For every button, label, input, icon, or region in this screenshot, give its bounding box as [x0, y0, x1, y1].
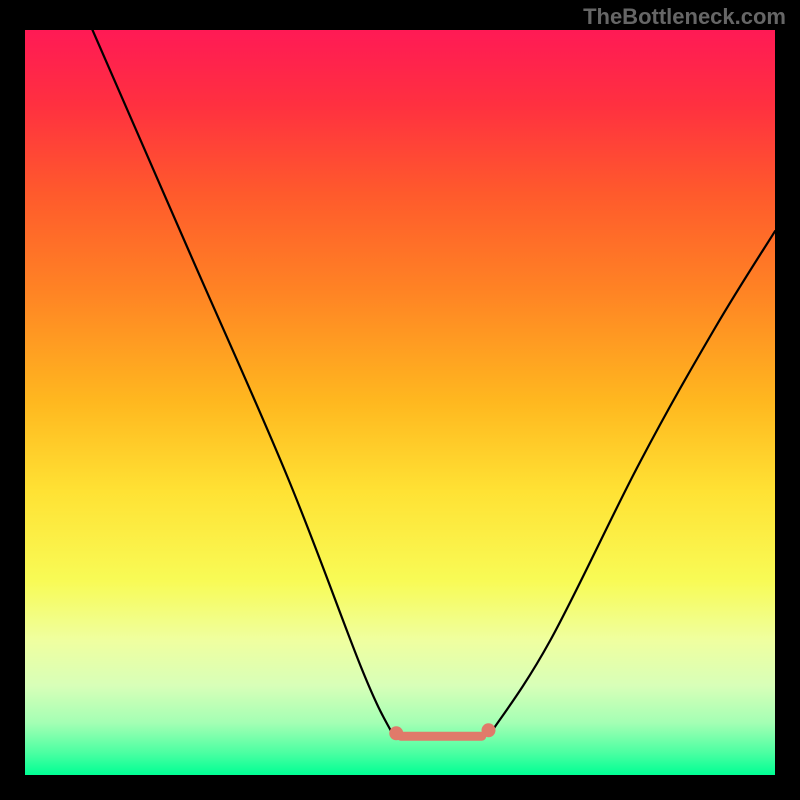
chart-frame: TheBottleneck.com — [0, 0, 800, 800]
highlight-cap-1 — [482, 723, 496, 737]
highlight-cap-0 — [389, 726, 403, 740]
highlight-bar — [396, 732, 486, 741]
curve-layer — [25, 30, 775, 775]
curve-left-branch — [93, 30, 393, 734]
plot-area — [25, 30, 775, 775]
watermark-text: TheBottleneck.com — [583, 4, 786, 30]
curve-right-branch — [490, 231, 775, 734]
